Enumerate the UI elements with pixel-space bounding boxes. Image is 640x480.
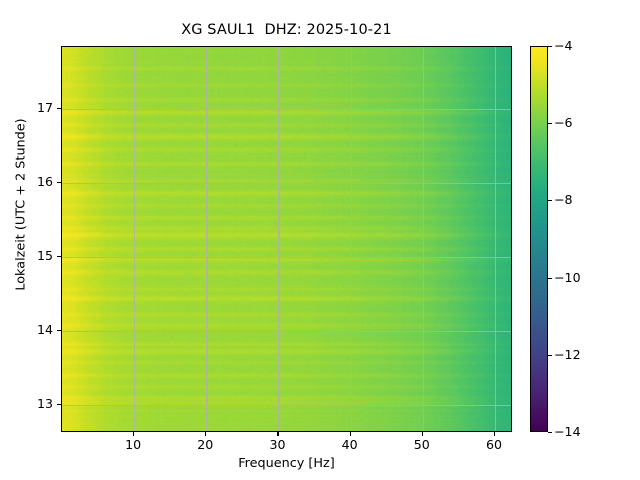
y-tick-label: 16: [36, 174, 53, 190]
colorbar-tick-mark: [548, 123, 552, 125]
spectrogram-plot-area[interactable]: [61, 46, 512, 432]
colorbar-tick-mark: [548, 277, 552, 279]
colorbar-tick-label: −4: [554, 38, 573, 53]
x-axis-label: Frequency [Hz]: [238, 456, 335, 471]
x-tick-label: 50: [413, 437, 430, 452]
y-tick-mark: [57, 108, 61, 110]
colorbar-tick-mark: [548, 200, 552, 202]
x-tick-label: 10: [125, 437, 142, 452]
figure-title: XG SAUL1 DHZ: 2025-10-21: [181, 22, 392, 38]
y-tick-mark: [57, 329, 61, 332]
colorbar-tick-mark: [548, 432, 552, 434]
x-tick-mark: [205, 432, 207, 436]
x-tick-label: 60: [485, 437, 502, 452]
colorbar-tick-label: −6: [554, 115, 573, 131]
y-tick-label: 14: [36, 321, 53, 337]
colorbar-tick-label: −14: [554, 424, 581, 439]
y-tick-label: 13: [36, 395, 53, 411]
colorbar-tick-mark: [548, 354, 552, 356]
y-tick-mark: [57, 182, 61, 184]
x-tick-mark: [349, 432, 351, 436]
y-tick-mark: [57, 403, 61, 405]
colorbar[interactable]: [530, 46, 548, 432]
x-tick-mark: [421, 432, 423, 436]
x-tick-label: 20: [197, 437, 214, 452]
x-tick-mark: [493, 432, 496, 436]
colorbar-tick-label: −12: [554, 346, 581, 362]
x-tick-mark: [277, 432, 279, 436]
x-tick-label: 40: [341, 437, 358, 452]
colorbar-tick-label: −10: [554, 269, 581, 285]
spectrogram-image: [62, 47, 511, 431]
x-tick-label: 30: [269, 437, 286, 452]
y-axis-label: Lokalzeit (UTC + 2 Stunde): [13, 118, 29, 291]
y-tick-label: 15: [36, 248, 53, 263]
colorbar-gradient: [531, 47, 547, 431]
colorbar-tick-mark: [548, 46, 552, 48]
x-tick-mark: [133, 432, 135, 436]
y-tick-mark: [57, 256, 61, 258]
y-tick-label: 17: [36, 100, 53, 116]
colorbar-tick-label: −8: [554, 192, 573, 208]
